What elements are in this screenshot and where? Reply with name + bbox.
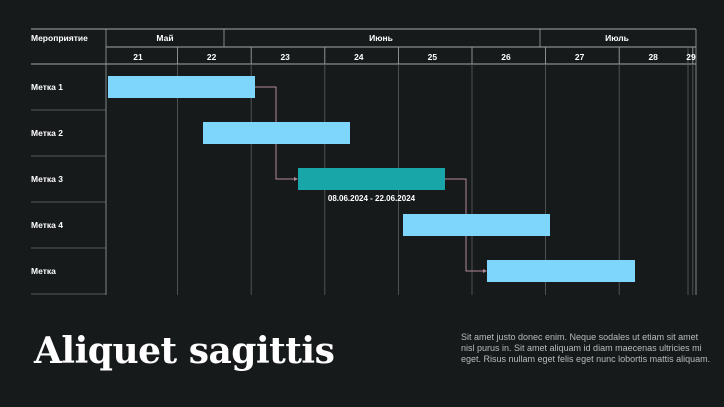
task-label: Метка 1 [31,82,63,92]
gantt-chart: Мероприятие Май Июнь Июль 21 22 23 24 25 26 27 28 2… [31,28,697,295]
day-label: 27 [575,52,585,62]
task-label: Метка 2 [31,128,63,138]
timeline-header: Мероприятие Май Июнь Июль 21 22 23 24 25 26 27 28 2… [31,33,696,62]
day-label: 29 [686,52,696,62]
day-label: 21 [133,52,143,62]
task-bars [108,76,635,282]
slide-title: Aliquet sagittis [34,330,335,372]
task-bar [403,214,550,236]
month-label: Май [156,33,173,43]
slide-description: Sit amet justo donec enim. Neque sodales… [461,332,711,365]
task-bar [108,76,255,98]
day-label: 25 [428,52,438,62]
day-label: 24 [354,52,364,62]
dependency-arrowhead [294,177,298,181]
task-label: Метка [31,266,56,276]
day-label: 23 [280,52,290,62]
task-label: Метка 4 [31,220,63,230]
dependency-arrowhead [483,269,487,273]
column-title: Мероприятие [31,33,88,43]
grid-lines [31,28,697,295]
task-label: Метка 3 [31,174,63,184]
task-bar [203,122,350,144]
task-bar [487,260,635,282]
month-label: Июль [605,33,629,43]
month-label: Июнь [369,33,393,43]
task-labels: Метка 1 Метка 2 Метка 3 08.06.2024 - 22.06.… [31,82,416,276]
day-label: 26 [501,52,511,62]
task-date-label: 08.06.2024 - 22.06.2024 [328,194,416,203]
day-label: 28 [648,52,658,62]
day-label: 22 [207,52,217,62]
task-bar [298,168,445,190]
